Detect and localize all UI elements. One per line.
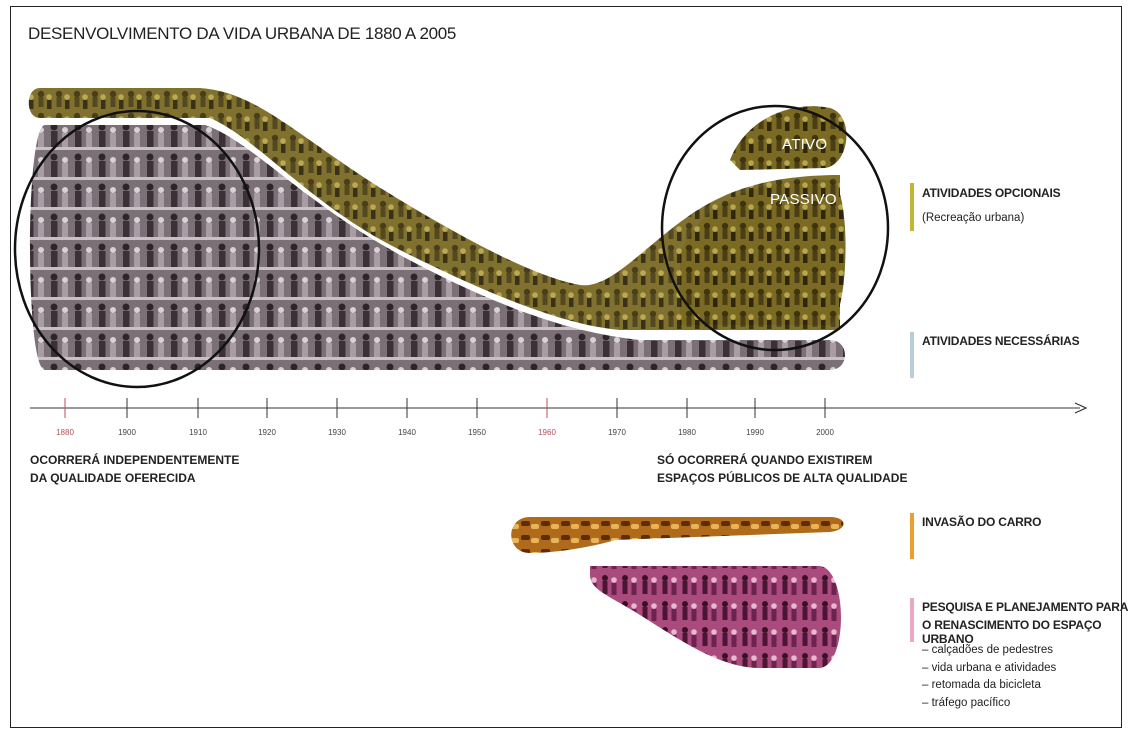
left-note-line-2: DA QUALIDADE OFERECIDA [30,471,196,485]
timeline-tick-label: 2000 [816,428,834,437]
figure-frame [10,6,1122,728]
timeline-tick-label: 1990 [746,428,764,437]
research-color-bar [910,598,914,642]
research-bullet-list: – calçadões de pedestres – vida urbana e… [922,642,1056,712]
research-band [590,566,841,668]
optional-legend-subtitle: (Recreação urbana) [922,212,1025,224]
timeline-tick-label: 1920 [258,428,276,437]
left-note-line-1: OCORRERÁ INDEPENDENTEMENTE [30,453,240,467]
timeline-tick-label: 1930 [328,428,346,437]
necessary-color-bar [910,332,914,378]
bullet-item: – calçadões de pedestres [922,644,1054,656]
right-note-line-2: ESPAÇOS PÚBLICOS DE ALTA QUALIDADE [657,471,908,485]
right-note: SÓ OCORRERÁ QUANDO EXISTIREM ESPAÇOS PÚB… [657,451,907,487]
necessary-activities-band [30,125,845,370]
right-note-line-1: SÓ OCORRERÁ QUANDO EXISTIREM [657,453,873,467]
timeline-tick-label: 1950 [468,428,486,437]
timeline-tick-label: 1960 [538,428,556,437]
timeline-tick-label: 1880 [56,428,74,437]
left-note: OCORRERÁ INDEPENDENTEMENTE DA QUALIDADE … [30,451,239,487]
timeline-tick-label: 1970 [608,428,626,437]
research-legend-title-2: O RENASCIMENTO DO ESPAÇO URBANO [922,618,1102,646]
bullet-item: – vida urbana e atividades [922,661,1057,674]
optional-activities-band [28,88,840,330]
active-label: ATIVO [782,136,828,153]
timeline-tick-label: 1940 [398,428,416,437]
optional-color-bar [910,183,914,231]
figure-title: DESENVOLVIMENTO DA VIDA URBANA DE 1880 A… [28,24,457,43]
car-invasion-band [511,517,844,553]
optional-legend-title: ATIVIDADES OPCIONAIS [922,186,1061,200]
passive-band [680,179,846,325]
timeline-tick-label: 1980 [678,428,696,437]
timeline-tick-label: 1900 [118,428,136,437]
bullet-item: – retomada da bicicleta [922,679,1041,691]
research-legend-title-1: PESQUISA E PLANEJAMENTO PARA [922,600,1129,614]
bullet-item: – tráfego pacífico [922,696,1011,709]
active-band [730,106,847,170]
right-highlight-circle [660,104,890,352]
car-legend-title: INVASÃO DO CARRO [922,515,1042,529]
timeline-tick-label: 1910 [189,428,207,437]
necessary-legend-title: ATIVIDADES NECESSÁRIAS [922,334,1080,348]
car-color-bar [910,513,914,559]
left-highlight-circle [13,109,261,389]
passive-label: PASSIVO [770,191,837,208]
